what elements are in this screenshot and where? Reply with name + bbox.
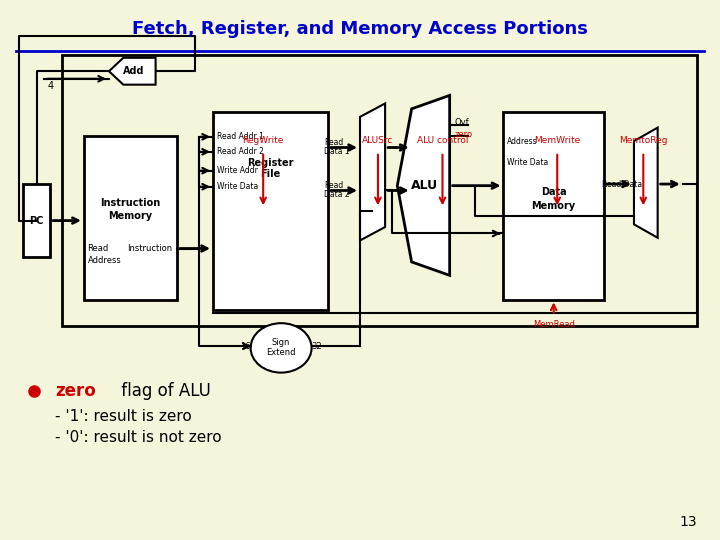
Text: ALUSrc: ALUSrc	[362, 137, 394, 145]
Text: Data: Data	[541, 187, 567, 197]
Ellipse shape	[251, 323, 312, 373]
Text: Data 2: Data 2	[324, 190, 350, 199]
Text: 13: 13	[680, 515, 697, 529]
Text: - '0': result is not zero: - '0': result is not zero	[55, 430, 222, 445]
Polygon shape	[634, 127, 657, 238]
Text: Memory: Memory	[531, 200, 576, 211]
Text: Data 1: Data 1	[324, 147, 350, 156]
Text: Add: Add	[123, 66, 145, 76]
Text: Write Data: Write Data	[507, 158, 549, 167]
Text: RegWrite: RegWrite	[243, 137, 284, 145]
Text: Register: Register	[247, 158, 294, 167]
FancyBboxPatch shape	[23, 184, 50, 256]
Polygon shape	[397, 96, 450, 275]
Text: Fetch, Register, and Memory Access Portions: Fetch, Register, and Memory Access Porti…	[132, 20, 588, 38]
Text: 4: 4	[48, 81, 54, 91]
Text: Write Data: Write Data	[217, 182, 258, 191]
Text: Sign: Sign	[272, 338, 290, 347]
Polygon shape	[360, 104, 385, 240]
Text: ALU control: ALU control	[417, 137, 468, 145]
Text: ALU: ALU	[411, 179, 438, 192]
Text: Read Addr 1: Read Addr 1	[217, 132, 264, 141]
Text: Read Data: Read Data	[603, 179, 642, 188]
FancyBboxPatch shape	[503, 112, 604, 300]
FancyBboxPatch shape	[213, 112, 328, 310]
Text: Read: Read	[324, 138, 343, 147]
Text: Ovf: Ovf	[454, 118, 469, 127]
Text: MemWrite: MemWrite	[534, 137, 580, 145]
Text: 16: 16	[240, 342, 251, 351]
Text: MemRead: MemRead	[533, 320, 575, 329]
Text: Address: Address	[507, 137, 538, 146]
Text: zero: zero	[454, 130, 473, 139]
Text: - '1': result is zero: - '1': result is zero	[55, 409, 192, 423]
Text: Instruction: Instruction	[100, 198, 161, 208]
Text: Instruction: Instruction	[127, 244, 172, 253]
Text: File: File	[260, 170, 281, 179]
FancyBboxPatch shape	[84, 136, 177, 300]
Text: Write Addr: Write Addr	[217, 166, 258, 175]
Text: Extend: Extend	[266, 348, 296, 357]
Text: Read Addr 2: Read Addr 2	[217, 147, 264, 156]
Text: 32: 32	[311, 342, 322, 351]
Polygon shape	[109, 58, 156, 85]
Text: Address: Address	[87, 256, 121, 265]
Text: PC: PC	[30, 215, 44, 226]
Text: Memory: Memory	[109, 211, 153, 221]
Text: flag of ALU: flag of ALU	[116, 382, 211, 400]
Text: Read: Read	[324, 180, 343, 190]
Text: zero: zero	[55, 382, 96, 400]
Text: MemtoReg: MemtoReg	[619, 137, 667, 145]
Text: Read: Read	[87, 244, 109, 253]
